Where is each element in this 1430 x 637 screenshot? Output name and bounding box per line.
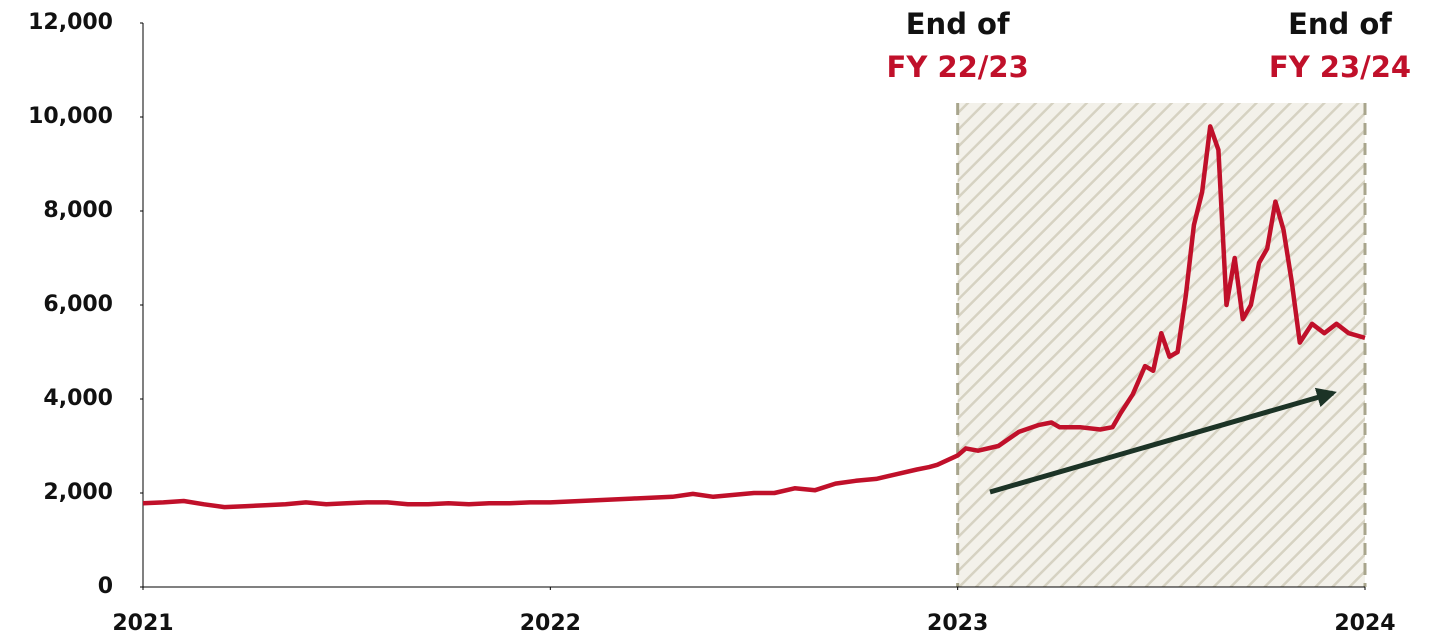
annotation-text: End of (906, 7, 1010, 41)
x-tick-label: 2023 (927, 611, 988, 636)
annotation-text: End of (1288, 7, 1392, 41)
trend-arrow (989, 387, 1337, 495)
y-tick-label: 0 (98, 574, 113, 599)
x-tick-label: 2024 (1334, 611, 1395, 636)
y-tick-label: 8,000 (43, 198, 113, 223)
x-tick-label: 2021 (112, 611, 173, 636)
y-tick-label: 4,000 (43, 386, 113, 411)
data-line (142, 124, 1366, 510)
highlight-region (957, 103, 1365, 587)
y-tick-label: 10,000 (28, 104, 113, 129)
y-tick-label: 2,000 (43, 480, 113, 505)
y-tick-label: 12,000 (28, 10, 113, 35)
annotation-subtext: FY 22/23 (887, 50, 1029, 84)
x-tick-label: 2022 (520, 611, 581, 636)
y-tick-label: 6,000 (43, 292, 113, 317)
annotation-subtext: FY 23/24 (1269, 50, 1411, 84)
